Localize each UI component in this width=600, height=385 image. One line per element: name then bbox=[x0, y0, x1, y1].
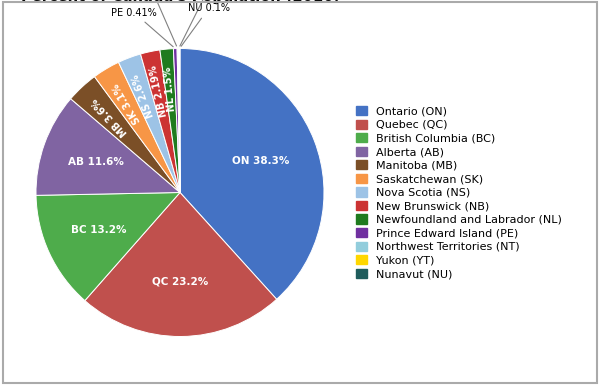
Text: ON 38.3%: ON 38.3% bbox=[232, 156, 289, 166]
Text: BC 13.2%: BC 13.2% bbox=[71, 225, 127, 235]
Wedge shape bbox=[160, 49, 180, 192]
Text: AB 11.6%: AB 11.6% bbox=[68, 157, 124, 167]
Wedge shape bbox=[85, 192, 277, 336]
Text: MB 3.6%: MB 3.6% bbox=[89, 96, 129, 137]
Wedge shape bbox=[71, 77, 180, 192]
Wedge shape bbox=[119, 54, 180, 192]
Text: YT 0.1%: YT 0.1% bbox=[180, 0, 229, 46]
Title: Percent of Canada's Population (2016): Percent of Canada's Population (2016) bbox=[20, 0, 340, 4]
Wedge shape bbox=[173, 49, 180, 192]
Text: QC 23.2%: QC 23.2% bbox=[152, 277, 209, 287]
Wedge shape bbox=[180, 49, 324, 299]
Wedge shape bbox=[94, 62, 180, 192]
Wedge shape bbox=[178, 49, 180, 192]
Text: SK 3.1%: SK 3.1% bbox=[111, 82, 143, 126]
Legend: Ontario (ON), Quebec (QC), British Columbia (BC), Alberta (AB), Manitoba (MB), S: Ontario (ON), Quebec (QC), British Colum… bbox=[353, 104, 564, 281]
Wedge shape bbox=[36, 99, 180, 195]
Wedge shape bbox=[36, 192, 180, 301]
Text: NT 0.12%: NT 0.12% bbox=[128, 0, 176, 46]
Wedge shape bbox=[140, 50, 180, 192]
Text: NL 1.5%: NL 1.5% bbox=[163, 67, 178, 112]
Text: NU 0.1%: NU 0.1% bbox=[181, 3, 230, 46]
Wedge shape bbox=[177, 49, 180, 192]
Text: PE 0.41%: PE 0.41% bbox=[111, 7, 173, 47]
Wedge shape bbox=[179, 49, 180, 192]
Text: NS 2.6%: NS 2.6% bbox=[131, 72, 156, 119]
Text: NB 2.19%: NB 2.19% bbox=[148, 64, 169, 118]
